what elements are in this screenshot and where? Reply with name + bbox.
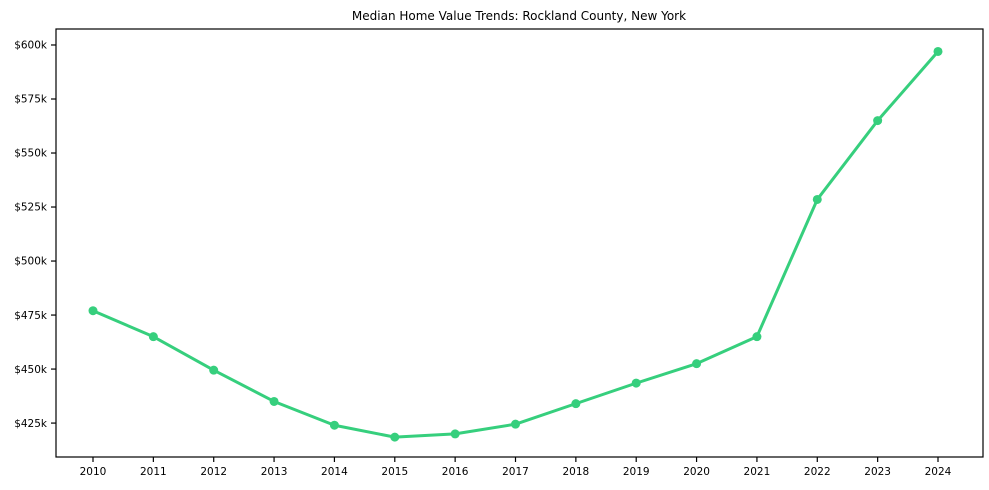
- x-tick-label: 2019: [623, 466, 650, 478]
- data-point-marker: [88, 306, 98, 316]
- data-point-marker: [571, 399, 581, 409]
- data-point-marker: [450, 429, 460, 439]
- data-point-marker: [692, 359, 702, 369]
- x-tick-label: 2015: [381, 466, 408, 478]
- chart-title: Median Home Value Trends: Rockland Count…: [352, 9, 686, 23]
- y-axis: $425k $450k $475k $500k $525k $550k $575k $600k: [14, 40, 56, 430]
- trend-line: [91, 49, 940, 439]
- x-tick-label: 2013: [261, 466, 288, 478]
- x-tick-label: 2014: [321, 466, 348, 478]
- y-tick-label: $500k: [14, 256, 48, 268]
- x-tick-label: 2016: [442, 466, 469, 478]
- y-tick-label: $550k: [14, 148, 48, 160]
- data-point-marker: [933, 46, 943, 56]
- x-tick-label: 2022: [804, 466, 831, 478]
- x-tick-label: 2017: [502, 466, 529, 478]
- trend-series: [88, 46, 943, 442]
- data-point-marker: [631, 378, 641, 388]
- x-tick-label: 2021: [744, 466, 771, 478]
- y-tick-label: $450k: [14, 364, 48, 376]
- data-point-marker: [148, 332, 158, 342]
- y-tick-label: $425k: [14, 418, 48, 430]
- y-tick-label: $475k: [14, 310, 48, 322]
- x-axis: 2010 2011 2012 2013 2014 2015 2016 2017 2018 2019…: [80, 457, 952, 478]
- data-point-marker: [269, 396, 279, 406]
- data-point-marker: [873, 116, 883, 126]
- x-tick-label: 2024: [925, 466, 952, 478]
- data-point-marker: [390, 432, 400, 442]
- data-point-marker: [209, 365, 219, 375]
- x-tick-label: 2018: [562, 466, 589, 478]
- x-tick-label: 2020: [683, 466, 710, 478]
- y-tick-label: $525k: [14, 202, 48, 214]
- y-tick-label: $600k: [14, 40, 48, 52]
- x-tick-label: 2023: [864, 466, 891, 478]
- x-tick-label: 2010: [80, 466, 107, 478]
- plot-border: [55, 28, 984, 458]
- x-tick-label: 2011: [140, 466, 167, 478]
- data-point-marker: [329, 420, 339, 430]
- y-tick-label: $575k: [14, 94, 48, 106]
- data-point-marker: [511, 419, 520, 429]
- x-tick-label: 2012: [200, 466, 227, 478]
- data-point-marker: [812, 194, 822, 204]
- data-point-marker: [752, 332, 762, 342]
